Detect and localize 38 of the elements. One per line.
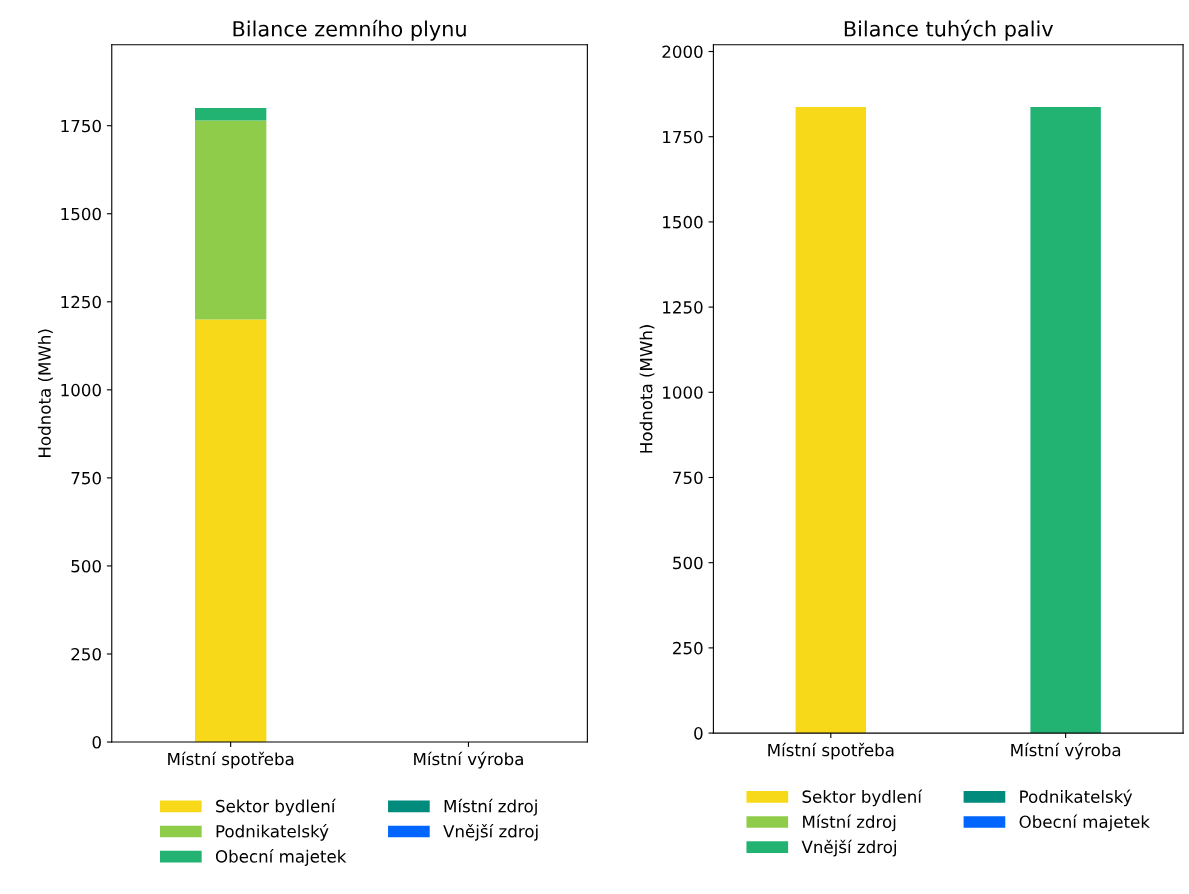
y-tick-label: 1500 — [61, 207, 101, 221]
legend-label: Sektor bydlení — [216, 798, 336, 816]
x-tick-label: Místní výroba — [1011, 742, 1121, 760]
bar — [195, 120, 267, 320]
bar — [195, 319, 267, 743]
legend-label: Vnější zdroj — [801, 839, 896, 857]
legend-label: Obecní majetek — [1019, 814, 1150, 832]
legend-label: Podnikatelský — [216, 823, 329, 841]
y-tick-label: 0 — [694, 727, 703, 740]
x-tick-label: Místní výroba — [414, 751, 523, 769]
y-tick-label: 250 — [71, 647, 101, 661]
y-tick-label: 750 — [71, 471, 101, 485]
chart-title: Bilance tuhých paliv — [844, 19, 1054, 41]
bar — [195, 108, 267, 121]
y-tick-label: 1500 — [663, 215, 703, 229]
legend-label: Sektor bydlení — [802, 789, 923, 807]
y-tick-label: 1000 — [61, 383, 101, 397]
x-tick-label: Místní spotřeba — [168, 751, 294, 769]
y-tick-label: 2000 — [662, 45, 703, 59]
y-tick-label: 1750 — [61, 119, 101, 133]
y-tick-label: 1000 — [663, 386, 703, 399]
y-tick-label: 1250 — [61, 295, 101, 309]
y-tick-label: 750 — [673, 471, 703, 485]
legend-label: Podnikatelský — [1020, 789, 1133, 807]
legend-label: Místní zdroj — [803, 814, 896, 832]
legend-label: Obecní majetek — [215, 849, 347, 866]
legend-label: Vnější zdroj — [443, 823, 538, 841]
x-tick-label: Místní spotřeba — [768, 742, 894, 760]
y-tick-label: 0 — [92, 735, 101, 749]
y-tick-label: 1250 — [663, 301, 703, 314]
legend-label: Místní zdroj — [444, 798, 537, 816]
y-tick-label: 250 — [673, 641, 703, 655]
y-tick-label: 500 — [673, 556, 703, 570]
y-axis-title: Hodnota (MWh) — [639, 325, 655, 453]
y-tick-label: 500 — [71, 559, 101, 573]
y-tick-label: 1750 — [663, 130, 703, 144]
y-axis-title: Hodnota (MWh) — [37, 329, 53, 457]
chart-title: Bilance zemního plynu — [233, 19, 466, 41]
